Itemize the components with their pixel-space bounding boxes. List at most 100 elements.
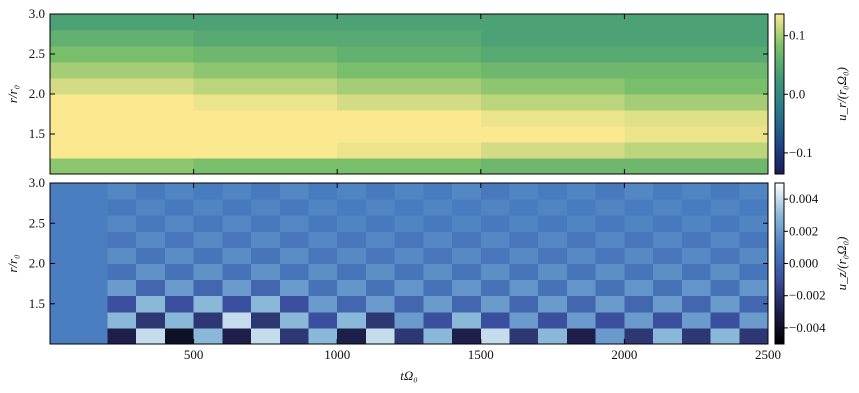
heatmap-cell — [337, 30, 482, 47]
heatmap-cell — [538, 247, 568, 264]
heatmap-cell — [681, 215, 712, 232]
heatmap-cell — [222, 327, 252, 345]
heatmap-cell — [308, 215, 338, 232]
heatmap-cell — [251, 183, 281, 200]
heatmap-cell — [681, 183, 712, 200]
heatmap-cell — [595, 327, 625, 345]
heatmap-cell — [50, 295, 80, 313]
heatmap-cell — [50, 199, 80, 216]
heatmap-cell — [164, 295, 195, 313]
heatmap-cell — [595, 263, 625, 281]
heatmap-cell — [78, 231, 108, 248]
x-tick-label: 500 — [184, 347, 204, 362]
heatmap-cell — [222, 311, 252, 329]
heatmap-cell — [222, 279, 252, 297]
heatmap-cell — [193, 110, 338, 127]
heatmap-cell — [624, 158, 769, 175]
heatmap-cell — [710, 311, 740, 329]
heatmap-cell — [136, 327, 166, 345]
heatmap-cell — [423, 295, 453, 313]
heatmap-cell — [164, 279, 195, 297]
heatmap-cell — [452, 199, 482, 216]
heatmap-cell — [50, 279, 80, 297]
heatmap-cell — [653, 263, 683, 281]
heatmap-cell — [394, 279, 424, 297]
heatmap-cell — [365, 311, 396, 329]
heatmap-cell — [595, 215, 625, 232]
heatmap-cell — [193, 158, 338, 175]
y-tick-label: 3.0 — [29, 6, 45, 21]
heatmap-cell — [251, 311, 281, 329]
heatmap-cell — [107, 279, 137, 297]
heatmap-cell — [365, 215, 396, 232]
heatmap-cell — [50, 30, 195, 47]
colorbar-tick-label: −0.002 — [789, 288, 826, 303]
heatmap-cell — [337, 327, 367, 345]
heatmap-cell — [710, 279, 740, 297]
heatmap-cell — [251, 247, 281, 264]
heatmap-cell — [681, 263, 712, 281]
heatmap-cell — [193, 247, 223, 264]
heatmap-cell — [710, 247, 740, 264]
heatmap-cell — [566, 247, 597, 264]
y-axis-label: r/r₀ — [5, 85, 20, 103]
heatmap-cell — [653, 279, 683, 297]
heatmap-cell — [308, 231, 338, 248]
heatmap-cell — [394, 247, 424, 264]
heatmap-cell — [423, 231, 453, 248]
heatmap-cell — [78, 215, 108, 232]
heatmap-cell — [251, 231, 281, 248]
heatmap-cell — [480, 327, 511, 345]
y-tick-label: 2.5 — [29, 215, 45, 230]
heatmap-cell — [337, 279, 367, 297]
heatmap-cell — [538, 183, 568, 200]
heatmap-cell — [566, 199, 597, 216]
colorbar-label: u_r/(r₀Ω₀) — [834, 67, 849, 121]
heatmap-cell — [78, 327, 108, 345]
heatmap-cell — [365, 327, 396, 345]
heatmap-cell — [681, 295, 712, 313]
heatmap-cell — [193, 94, 338, 111]
heatmap-cell — [164, 247, 195, 264]
colorbar-label: u_z/(r₀Ω₀) — [834, 237, 849, 291]
heatmap-cell — [107, 215, 137, 232]
heatmap-cell — [452, 263, 482, 281]
heatmap-cell — [193, 279, 223, 297]
heatmap-cell — [78, 183, 108, 200]
heatmap-cell — [251, 215, 281, 232]
heatmap-cell — [480, 279, 511, 297]
heatmap-cell — [509, 183, 539, 200]
heatmap-cell — [251, 327, 281, 345]
heatmap-cell — [624, 215, 654, 232]
heatmap-cell — [710, 231, 740, 248]
heatmap-cell — [193, 30, 338, 47]
heatmap-cell — [624, 263, 654, 281]
heatmap-cell — [509, 231, 539, 248]
heatmap-cell — [107, 231, 137, 248]
heatmap-cell — [595, 311, 625, 329]
heatmap-cell — [394, 311, 424, 329]
heatmap-cell — [50, 110, 195, 127]
heatmap-cell — [107, 199, 137, 216]
heatmap-cell — [509, 263, 539, 281]
heatmap-cell — [50, 142, 195, 159]
heatmap-cell — [538, 231, 568, 248]
heatmap-cell — [681, 231, 712, 248]
heatmap-cell — [279, 279, 309, 297]
colorbar-tick-label: −0.004 — [789, 320, 826, 335]
heatmap-cell — [337, 142, 482, 159]
heatmap-cell — [50, 327, 80, 345]
colorbar-tick-label: 0.000 — [789, 256, 818, 271]
heatmap-cell — [452, 311, 482, 329]
heatmap-cell — [595, 295, 625, 313]
heatmap-cell — [365, 279, 396, 297]
x-tick-label: 2500 — [755, 347, 781, 362]
heatmap-cell — [480, 158, 625, 175]
heatmap-cell — [365, 183, 396, 200]
heatmap-cell — [365, 247, 396, 264]
heatmap-cell — [337, 78, 482, 95]
heatmap-cell — [452, 295, 482, 313]
heatmap-cell — [136, 247, 166, 264]
heatmap-cell — [337, 215, 367, 232]
heatmap-cell — [136, 263, 166, 281]
